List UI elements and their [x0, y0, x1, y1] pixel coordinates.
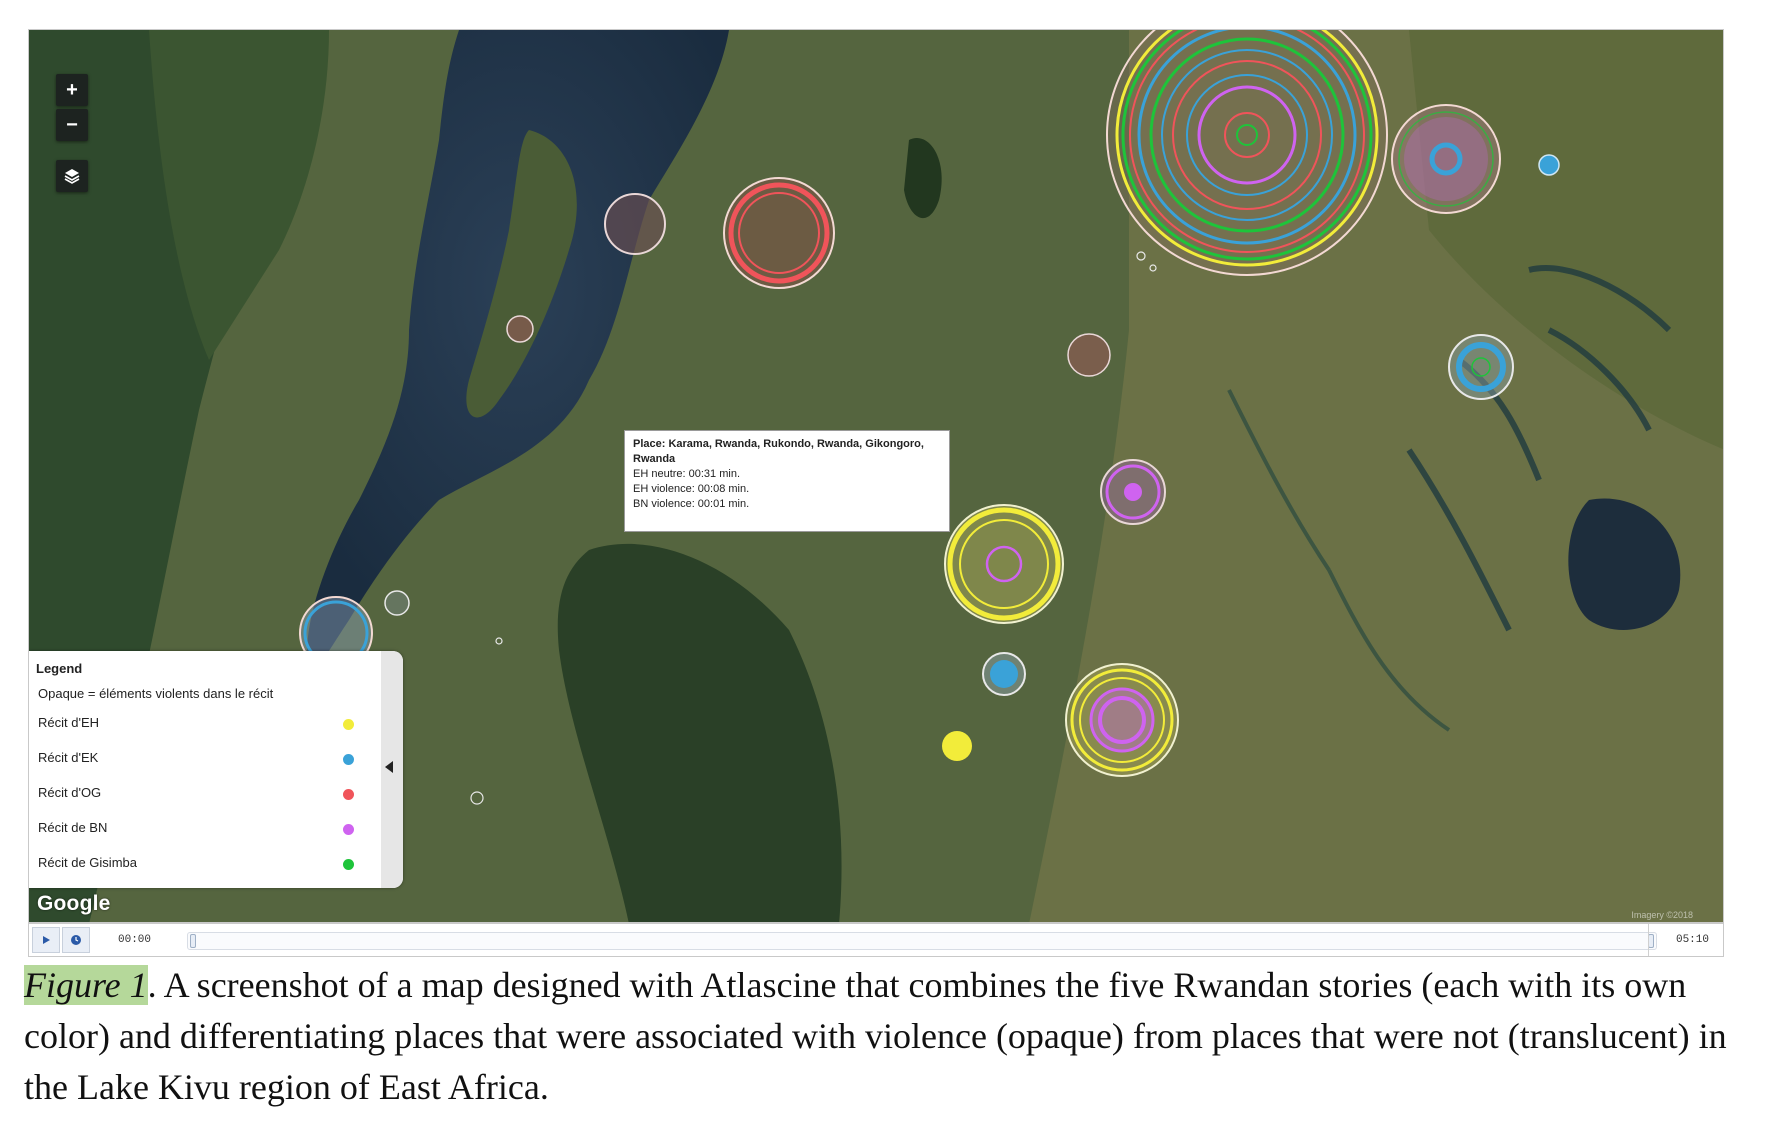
- end-time-box: [1648, 924, 1723, 956]
- timeline-bar: 00:00 05:10: [28, 923, 1724, 957]
- tooltip-line: EH neutre: 00:31 min.: [633, 468, 741, 480]
- marker-cluster-eh-bn[interactable]: [1065, 663, 1179, 777]
- legend-item: Récit d'EH: [38, 713, 354, 733]
- place-tooltip: Place: Karama, Rwanda, Rukondo, Rwanda, …: [624, 430, 950, 532]
- slider-start-handle[interactable]: [190, 934, 196, 948]
- legend-item: Récit de Gisimba: [38, 853, 354, 873]
- google-logo: Google: [37, 892, 111, 915]
- speed-button[interactable]: [62, 927, 90, 953]
- marker-cluster-eh[interactable]: [944, 504, 1064, 624]
- tooltip-line: BN violence: 00:01 min.: [633, 498, 750, 510]
- figure-label: Figure 1: [24, 965, 148, 1005]
- legend-item-label: Récit de BN: [38, 820, 108, 835]
- satellite-imagery: [29, 30, 1723, 922]
- marker-place[interactable]: [384, 590, 410, 616]
- legend-item-label: Récit de Gisimba: [38, 855, 137, 870]
- legend-collapse-handle[interactable]: [381, 651, 403, 888]
- legend-color-dot: [343, 789, 354, 800]
- legend-item-label: Récit d'EH: [38, 715, 100, 730]
- current-time: 00:00: [118, 934, 152, 946]
- tooltip-place: Place: Karama, Rwanda, Rukondo, Rwanda, …: [633, 438, 924, 465]
- map-markers: [299, 30, 1560, 805]
- marker-cluster-og[interactable]: [723, 177, 835, 289]
- marker-cluster-large[interactable]: [1106, 30, 1388, 276]
- legend-title: Legend: [36, 661, 83, 676]
- marker-place[interactable]: [506, 315, 534, 343]
- layers-icon: [64, 169, 80, 184]
- map-view[interactable]: + − Place: Karama, Rwanda, Rukondo, Rwan…: [28, 29, 1724, 923]
- layers-button[interactable]: [56, 160, 88, 192]
- clock-icon: [71, 935, 81, 945]
- legend-item: Récit d'EK: [38, 748, 354, 768]
- legend-item: Récit d'OG: [38, 783, 354, 803]
- figure-caption: Figure 1. A screenshot of a map designed…: [24, 960, 1769, 1113]
- legend-item: Récit de BN: [38, 818, 354, 838]
- legend-item-label: Récit d'EK: [38, 750, 99, 765]
- legend-color-dot: [343, 824, 354, 835]
- legend-note: Opaque = éléments violents dans le récit: [38, 686, 274, 701]
- legend-color-dot: [343, 754, 354, 765]
- play-button[interactable]: [32, 927, 60, 953]
- legend-item-label: Récit d'OG: [38, 785, 102, 800]
- marker-place[interactable]: [1067, 333, 1111, 377]
- legend-color-dot: [343, 859, 354, 870]
- tooltip-line: EH violence: 00:08 min.: [633, 483, 750, 495]
- marker-cluster-northeast[interactable]: [1391, 104, 1501, 214]
- play-icon: [43, 936, 50, 944]
- zoom-in-button[interactable]: +: [56, 74, 88, 106]
- caption-text: . A screenshot of a map designed with At…: [24, 965, 1727, 1107]
- marker-ek[interactable]: [1538, 154, 1560, 176]
- chevron-left-icon: [385, 761, 393, 773]
- marker-eh-violent[interactable]: [942, 731, 972, 761]
- map-attribution[interactable]: Imagery ©2018: [1631, 910, 1693, 920]
- marker-bn[interactable]: [1100, 459, 1166, 525]
- end-time: 05:10: [1675, 934, 1709, 946]
- legend-panel: Legend Opaque = éléments violents dans l…: [29, 651, 403, 888]
- marker-place[interactable]: [604, 193, 666, 255]
- timeline-slider[interactable]: [187, 932, 1657, 950]
- legend-color-dot: [343, 719, 354, 730]
- marker-cluster-east[interactable]: [1448, 334, 1514, 400]
- marker-ek-violent[interactable]: [990, 660, 1018, 688]
- zoom-out-button[interactable]: −: [56, 109, 88, 141]
